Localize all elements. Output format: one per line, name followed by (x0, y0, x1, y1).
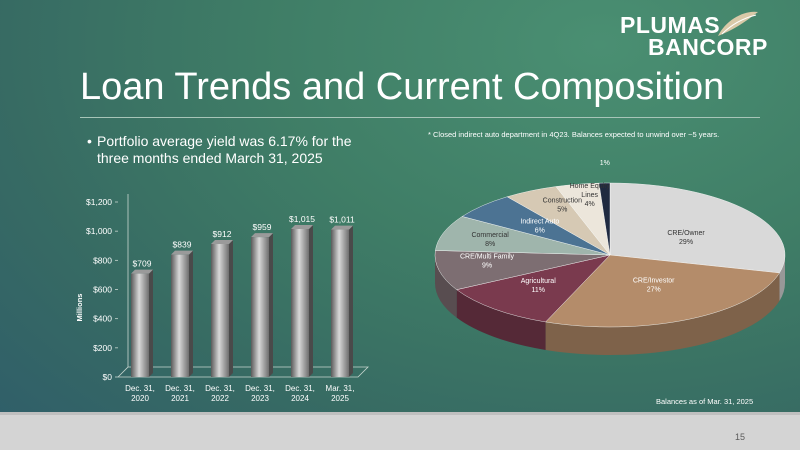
pie-slice (434, 250, 611, 290)
pie-slice-value: 11% (531, 287, 545, 294)
bar (251, 237, 269, 377)
title-divider (80, 117, 760, 118)
y-tick-label: $0 (103, 372, 113, 382)
bar (211, 244, 229, 377)
bar-value-label: $1,011 (329, 215, 355, 225)
chart-back-wall (117, 194, 129, 378)
y-tick-label: $800 (93, 255, 112, 265)
chart-floor (118, 366, 369, 378)
footer-bar (0, 415, 800, 450)
pie-slice (545, 254, 780, 328)
bullet-text: Portfolio average yield was 6.17% for th… (97, 133, 352, 166)
pie-slice-label: Agricultural (521, 278, 556, 285)
bar (291, 228, 309, 377)
pie-slice-side (545, 272, 780, 355)
bar-side (149, 269, 153, 377)
bar-side (189, 250, 193, 377)
pie-slice-side (456, 289, 546, 350)
x-tick-label: 2024 (291, 394, 309, 403)
page-title: Loan Trends and Current Composition (80, 66, 725, 108)
bar-side (269, 233, 273, 377)
x-tick-label: Dec. 31, (285, 384, 315, 393)
x-tick-label: 2023 (251, 394, 269, 403)
pie-slice-label: CRE/Owner (667, 230, 705, 237)
pie-slice-value: 4% (585, 201, 595, 208)
plumas-bancorp-logo: PLUMAS BANCORP (620, 10, 767, 60)
x-tick-label: Dec. 31, (125, 384, 155, 393)
x-tick-label: Dec. 31, (205, 384, 235, 393)
bar-value-label: $1,015 (289, 214, 315, 224)
bar-top (251, 233, 273, 238)
feather-logo-icon (718, 11, 758, 36)
logo-text-line1: PLUMAS (620, 12, 721, 38)
bar (171, 254, 189, 377)
pie-slice-value: 1% (600, 160, 610, 167)
pie-slice-value: 9% (482, 263, 492, 270)
bar (131, 273, 149, 377)
x-tick-label: 2022 (211, 394, 229, 403)
page-number: 15 (734, 432, 745, 442)
pie-slice-label: Home Equity (570, 183, 611, 190)
pie-slice-value: 27% (647, 287, 661, 294)
bar-side (309, 224, 313, 377)
balances-as-of-label: Balances as of Mar. 31, 2025 (656, 397, 754, 406)
loan-composition-pie-chart: CRE/Owner 29% CRE/Investor 27% Agricultural 1… (434, 160, 786, 355)
pie-slice-value: 6% (535, 227, 545, 234)
y-tick-label: $1,200 (86, 197, 112, 207)
pie-slice (598, 182, 611, 256)
bullet-dot-icon: • (87, 133, 92, 149)
pie-slice-side (779, 255, 785, 301)
indirect-auto-note: * Closed indirect auto department in 4Q2… (428, 130, 720, 139)
y-tick-label: $200 (93, 343, 112, 353)
loan-trend-bar-chart: $0 $200 $400 $600 $800 $1,000 $1,200 Millions $7… (75, 194, 369, 403)
bar-side (229, 240, 233, 377)
bar (331, 229, 349, 377)
pie-slice-label: Commercial (471, 232, 509, 239)
pie-slice (609, 182, 786, 274)
x-tick-label: 2021 (171, 394, 189, 403)
bar-top (171, 250, 193, 255)
x-tick-label: 2020 (131, 394, 149, 403)
footer-stripe (0, 412, 800, 415)
bar-value-label: $959 (253, 222, 272, 232)
pie-slice-label: Construction (543, 197, 582, 204)
x-tick-label: 2025 (331, 394, 349, 403)
y-tick-label: $600 (93, 285, 112, 295)
x-tick-label: Dec. 31, (165, 384, 195, 393)
pie-slice-label: CRE/Investor (633, 278, 675, 285)
bar-side (349, 225, 353, 377)
pie-slice-value: 8% (485, 241, 495, 248)
logo-text-line2: BANCORP (648, 34, 768, 60)
bar-value-label: $839 (173, 240, 192, 250)
bar-top (131, 269, 153, 274)
pie-slice-value: 29% (679, 239, 693, 246)
x-tick-label: Mar. 31, (326, 384, 355, 393)
pie-slice-side (435, 255, 457, 318)
pie-slice-label: Indirect Auto (520, 218, 559, 225)
pie-slice-value: 5% (557, 206, 567, 213)
bar-value-label: $912 (213, 229, 232, 239)
y-tick-label: $1,000 (86, 226, 112, 236)
pie-slice-label: Lines (581, 192, 598, 199)
x-tick-label: Dec. 31, (245, 384, 275, 393)
pie-slice-label: CRE/Multi Family (460, 254, 515, 261)
bar-value-label: $709 (133, 259, 152, 269)
y-tick-label: $400 (93, 314, 112, 324)
bar-top (331, 225, 353, 230)
bar-top (211, 240, 233, 244)
pie-slice (456, 254, 611, 323)
bar-top (291, 224, 313, 229)
y-axis-label: Millions (75, 294, 84, 322)
